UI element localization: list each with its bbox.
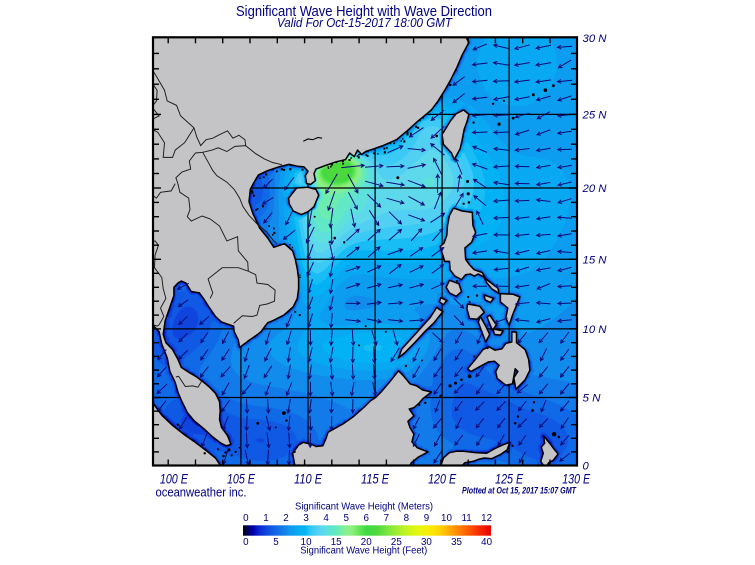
svg-text:12: 12 [481, 513, 492, 524]
svg-text:35: 35 [451, 537, 462, 548]
svg-text:10 N: 10 N [583, 324, 608, 336]
svg-text:11: 11 [461, 513, 471, 524]
svg-text:8: 8 [404, 513, 410, 524]
svg-text:5: 5 [343, 513, 349, 524]
svg-text:1: 1 [263, 513, 268, 524]
svg-text:7: 7 [384, 513, 389, 524]
svg-text:0: 0 [243, 513, 249, 524]
svg-text:oceanweather inc.: oceanweather inc. [156, 486, 247, 500]
svg-text:5 N: 5 N [583, 392, 602, 404]
svg-text:125 E: 125 E [495, 472, 523, 488]
svg-text:115 E: 115 E [361, 472, 389, 488]
svg-text:Valid For Oct-15-2017 18:00 GM: Valid For Oct-15-2017 18:00 GMT [277, 15, 453, 30]
svg-text:20: 20 [361, 537, 372, 548]
svg-text:5: 5 [273, 537, 279, 548]
svg-text:105 E: 105 E [227, 472, 255, 488]
svg-text:0: 0 [583, 461, 590, 473]
svg-text:Significant Wave Height with W: Significant Wave Height with Wave Direct… [236, 4, 492, 20]
svg-text:120 E: 120 E [428, 472, 456, 488]
svg-text:2: 2 [283, 513, 288, 524]
svg-text:130 E: 130 E [562, 472, 590, 488]
svg-text:Plotted at Oct 15, 2017 15:07: Plotted at Oct 15, 2017 15:07 GMT [462, 486, 576, 496]
svg-text:3: 3 [303, 513, 309, 524]
svg-text:40: 40 [481, 537, 492, 548]
svg-text:10: 10 [301, 537, 312, 548]
svg-text:Significant Wave Height (Meter: Significant Wave Height (Meters) [295, 502, 433, 513]
svg-text:110 E: 110 E [294, 472, 322, 488]
svg-text:4: 4 [323, 513, 329, 524]
svg-text:15: 15 [331, 537, 342, 548]
svg-text:30 N: 30 N [583, 33, 608, 45]
svg-text:100 E: 100 E [160, 472, 188, 488]
svg-text:0: 0 [243, 537, 249, 548]
svg-text:25: 25 [391, 537, 402, 548]
svg-text:15 N: 15 N [583, 254, 608, 266]
svg-text:25 N: 25 N [581, 109, 607, 121]
svg-text:Significant Wave Height (Feet): Significant Wave Height (Feet) [300, 546, 427, 557]
svg-text:20 N: 20 N [581, 183, 607, 195]
svg-text:6: 6 [364, 513, 370, 524]
svg-text:9: 9 [424, 513, 429, 524]
svg-text:30: 30 [421, 537, 432, 548]
svg-text:10: 10 [441, 513, 452, 524]
